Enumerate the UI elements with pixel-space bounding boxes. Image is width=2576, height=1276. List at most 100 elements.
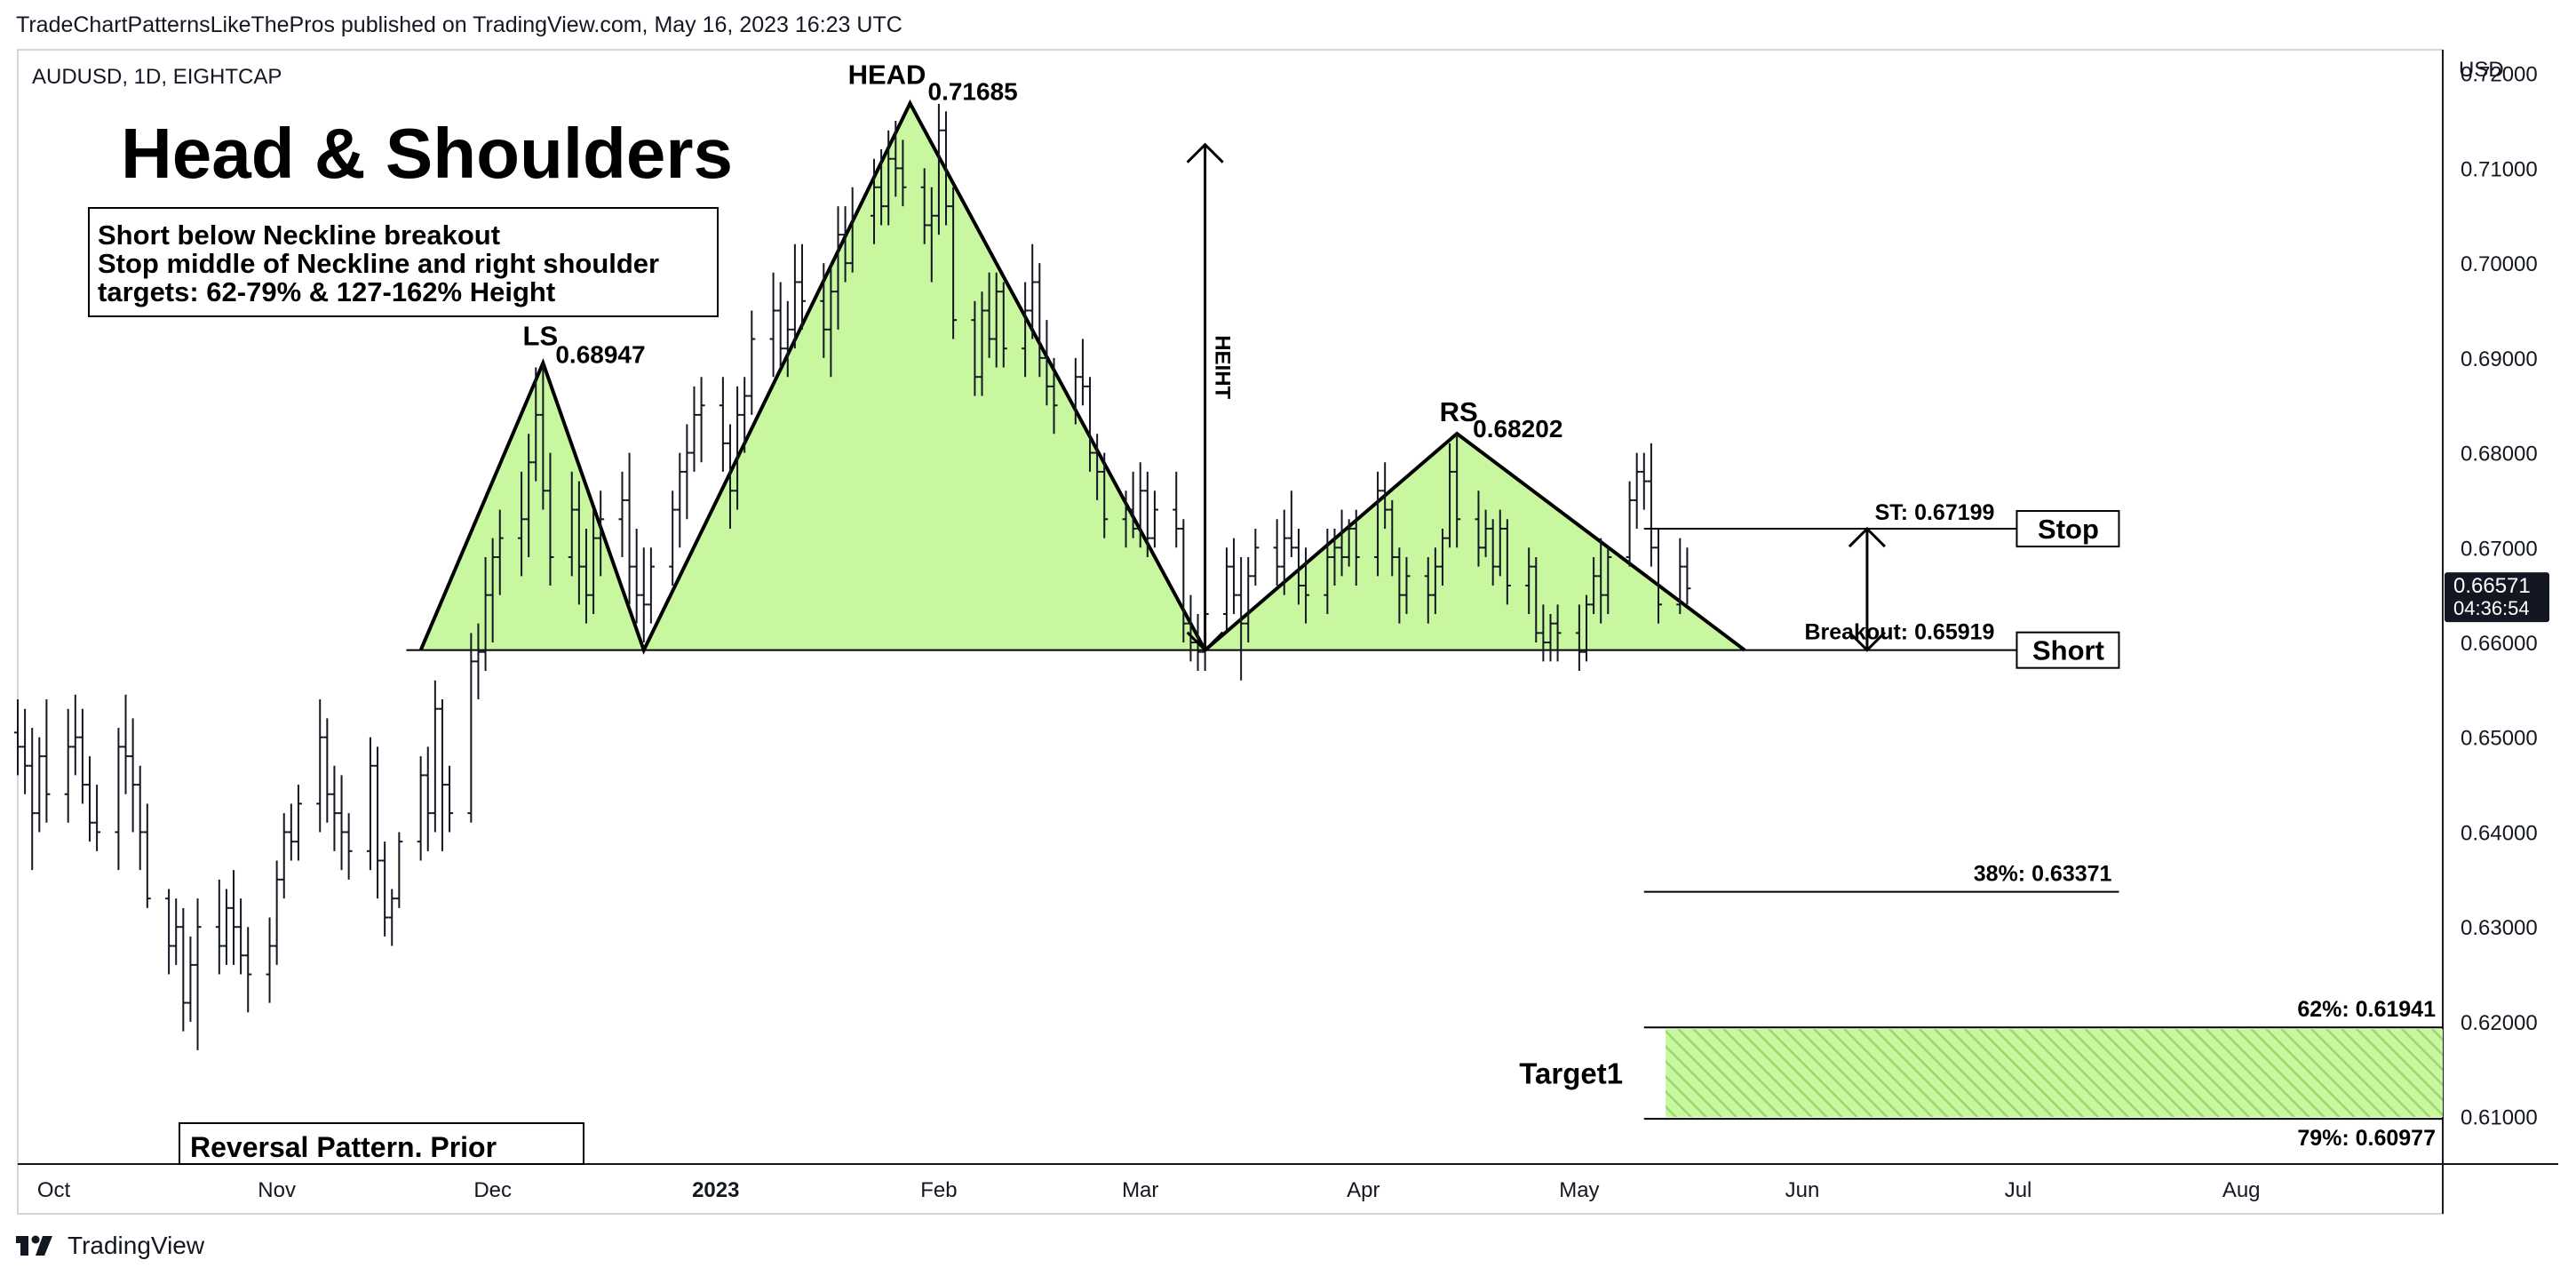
time-tick-label: May <box>1559 1178 1599 1202</box>
info-line-3: targets: 62-79% & 127-162% Height <box>98 276 555 307</box>
ohlc-bar <box>632 528 640 624</box>
ohlc-bar <box>294 785 302 861</box>
ohlc-bar <box>597 490 605 577</box>
ohlc-bar <box>1136 462 1144 548</box>
ohlc-bar <box>143 803 151 908</box>
last-price-countdown: 04:36:54 <box>2453 597 2530 619</box>
ohlc-bar <box>1683 547 1691 605</box>
time-tick-label: Dec <box>473 1178 512 1202</box>
ohlc-bar <box>1273 519 1281 586</box>
ohlc-bar <box>575 481 583 605</box>
price-tick-label: 0.69000 <box>2461 347 2538 371</box>
price-tick-label: 0.70000 <box>2461 252 2538 276</box>
time-axis-ticks: Oct Nov Dec 2023 Feb Mar Apr May Jun Jul Aug <box>37 1178 2261 1202</box>
ohlc-bar <box>1150 490 1158 548</box>
short-tag: Short <box>2015 631 2120 669</box>
ohlc-bar <box>518 471 526 577</box>
ohlc-bar <box>1244 556 1252 643</box>
ohlc-bar <box>647 547 655 624</box>
ohlc-bar <box>690 386 698 472</box>
ohlc-bar <box>971 300 979 396</box>
time-tick-label: 2023 <box>692 1178 739 1202</box>
ohlc-bar <box>43 699 51 823</box>
chart-title: Head & Shoulders <box>121 114 733 193</box>
target1-label: Target1 <box>1519 1057 1623 1090</box>
ohlc-bar <box>338 775 346 871</box>
ohlc-bar <box>36 737 44 833</box>
ohlc-bar <box>748 310 756 415</box>
ohlc-bar <box>697 377 705 463</box>
ohlc-bar <box>64 708 72 823</box>
ohlc-bar <box>1122 490 1130 548</box>
ohlc-bar <box>1029 243 1037 339</box>
ohlc-bar <box>1071 357 1079 425</box>
ohlc-bar <box>1129 471 1137 538</box>
ohlc-bar <box>86 756 94 842</box>
ohlc-bar <box>899 140 907 207</box>
ohlc-bar <box>187 936 195 1022</box>
ls-value-label: 0.68947 <box>555 341 645 369</box>
last-price-value: 0.66571 <box>2453 574 2531 598</box>
time-tick-label: Oct <box>37 1178 71 1202</box>
stop-tag: Stop <box>2015 510 2120 548</box>
ohlc-bar <box>841 206 849 283</box>
ohlc-bar <box>1489 519 1497 586</box>
ohlc-bar <box>1252 528 1260 586</box>
ohlc-bar <box>999 282 1007 368</box>
head-value-label: 0.71685 <box>928 77 1018 105</box>
ohlc-bar <box>1324 528 1332 615</box>
target-zone <box>1666 1029 2443 1118</box>
ohlc-bar <box>165 889 173 975</box>
ohlc-bar <box>78 708 86 804</box>
ohlc-bar <box>381 841 389 937</box>
footer-brand[interactable]: TradingView <box>16 1228 204 1264</box>
ohlc-bar <box>1287 490 1295 557</box>
ohlc-bar <box>1395 547 1403 624</box>
ohlc-bar <box>1554 604 1562 662</box>
ohlc-bar <box>215 879 223 975</box>
price-tick-label: 0.63000 <box>2461 916 2538 940</box>
ohlc-bar <box>734 386 742 510</box>
ohlc-bar <box>330 765 338 851</box>
ohlc-bar <box>934 103 942 235</box>
ohlc-bar <box>266 917 274 1003</box>
ohlc-bar <box>1237 556 1245 681</box>
time-tick-label: Apr <box>1347 1178 1379 1202</box>
price-tick-label: 0.65000 <box>2461 727 2538 751</box>
ohlc-bar <box>726 424 734 529</box>
ohlc-bar <box>1403 556 1411 615</box>
ohlc-bar <box>776 282 784 368</box>
ohlc-bar <box>618 471 626 557</box>
ohlc-bar <box>669 490 677 586</box>
ohlc-bar <box>115 728 123 871</box>
ohlc-bar <box>985 272 993 358</box>
published-header: TradeChartPatternsLikeThePros published … <box>16 12 902 37</box>
ohlc-bar <box>1503 519 1511 605</box>
ohlc-bars <box>14 103 1691 1050</box>
ohlc-bar <box>1331 528 1339 586</box>
ohlc-bar <box>741 377 749 453</box>
ohlc-bar <box>1424 556 1432 624</box>
ohlc-bar <box>992 272 1000 368</box>
ohlc-bar <box>1482 509 1490 557</box>
ohlc-bar <box>582 528 590 624</box>
ohlc-bar <box>920 168 928 244</box>
ohlc-bar <box>1050 357 1058 435</box>
ohlc-bar <box>1374 471 1382 577</box>
ohlc-bar <box>222 889 230 965</box>
price-tick-label: 0.61000 <box>2461 1106 2538 1130</box>
info-line-2: Stop middle of Neckline and right should… <box>98 248 659 279</box>
ohlc-bar <box>532 367 540 482</box>
ohlc-bar <box>625 452 633 605</box>
ohlc-bar <box>417 756 425 861</box>
ohlc-bar <box>316 699 324 833</box>
bottom-note-text: Reversal Pattern. Prior <box>190 1131 497 1163</box>
ohlc-bar <box>244 927 252 1013</box>
price-tick-label: 0.64000 <box>2461 821 2538 845</box>
price-tick-label: 0.67000 <box>2461 537 2538 561</box>
time-tick-label: Jun <box>1785 1178 1820 1202</box>
target-62-text: 62%: 0.61941 <box>2297 997 2436 1022</box>
ohlc-bar <box>1655 528 1663 624</box>
ohlc-bar <box>323 718 331 823</box>
